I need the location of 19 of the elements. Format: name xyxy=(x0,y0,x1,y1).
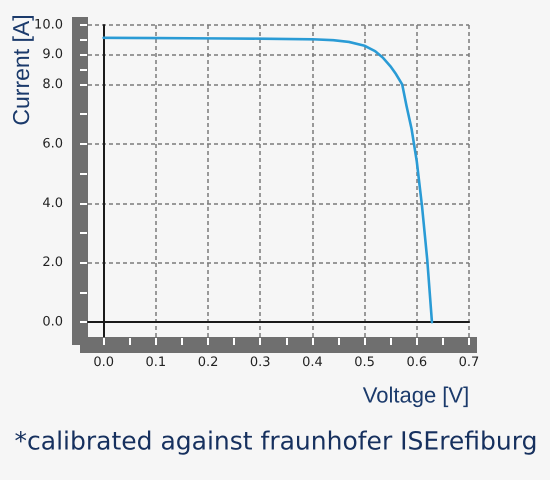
y-tick-label: 2.0 xyxy=(42,255,63,270)
y-tick-label: 6.0 xyxy=(42,136,63,152)
x-tick-label: 0.3 xyxy=(250,355,271,370)
x-tick-label: 0.0 xyxy=(93,355,114,370)
text: *calibrated against fraunhofer ISErefiburg xyxy=(14,426,538,456)
x-tick-label: 0.1 xyxy=(146,355,166,370)
y-tick-label: 8.0 xyxy=(42,76,63,92)
x-tick-label: 0.5 xyxy=(354,355,375,370)
x-tick-label: 0.6 xyxy=(406,355,428,370)
x-tick-label: 0.2 xyxy=(198,355,218,370)
y-tick-label: 9.0 xyxy=(42,47,63,62)
line-series xyxy=(102,36,434,324)
x-tick-label: 0.4 xyxy=(302,355,323,370)
y-tick-label: 10.0 xyxy=(34,18,63,32)
x-axis-title: Voltage [V] xyxy=(362,382,470,408)
y-axis-title: Current [A] xyxy=(8,14,34,126)
y-tick-label: 4.0 xyxy=(42,196,63,211)
x-tick-label: 0.7 xyxy=(458,355,480,370)
y-tick-label: 0.0 xyxy=(42,314,63,330)
